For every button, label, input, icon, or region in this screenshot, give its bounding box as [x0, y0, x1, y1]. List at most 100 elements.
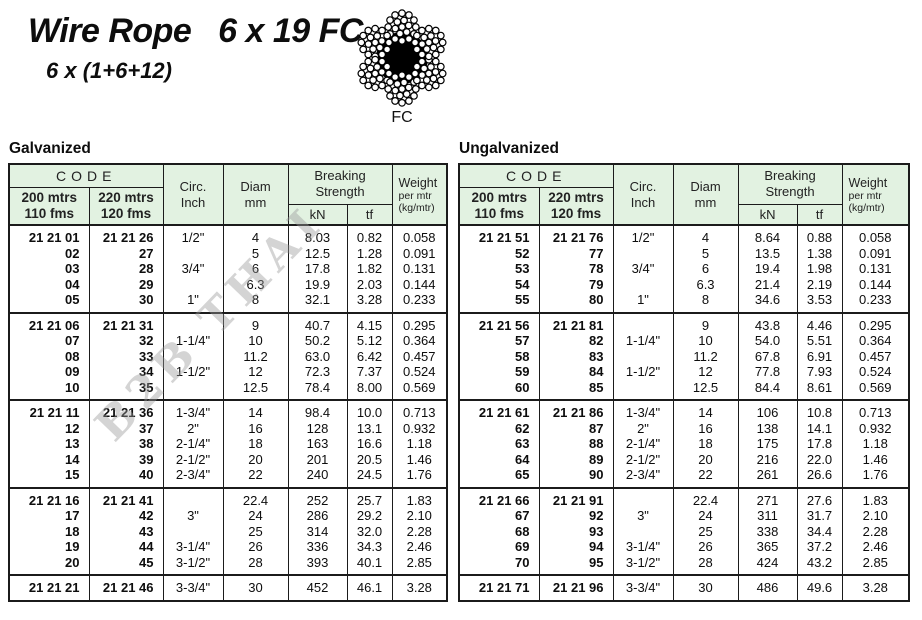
table-cell: 29.2 — [346, 508, 393, 524]
table-cell: 0.091 — [391, 245, 448, 261]
table-cell: 175 — [737, 436, 798, 452]
table-cell: 8 — [222, 292, 289, 313]
table-cell: 2" — [612, 420, 674, 436]
table-row: 19 44 3-1/4" 26 336 34.3 2.46 — [8, 539, 448, 555]
table-cell: 39 — [88, 451, 164, 467]
table-cell: 0.524 — [841, 364, 910, 380]
rope-cross-section-diagram: FC — [350, 8, 454, 127]
section-heading-ungalvanized: Ungalvanized — [459, 140, 559, 157]
table-cell: 10 — [672, 333, 739, 349]
table-cell: 21 21 51 — [458, 224, 539, 246]
table-cell: 1.46 — [391, 451, 448, 467]
table-cell: 0.524 — [391, 364, 448, 380]
table-cell: 70 — [458, 554, 539, 575]
table-cell: 40.1 — [346, 554, 393, 575]
table-cell: 14.1 — [796, 420, 843, 436]
section-heading-galvanized: Galvanized — [9, 140, 91, 157]
table-cell: 1.18 — [841, 436, 910, 452]
table-cell — [162, 276, 224, 292]
table-cell: 393 — [287, 554, 348, 575]
table-cell: 19.4 — [737, 261, 798, 277]
table-row: 18 43 25 314 32.0 2.28 — [8, 523, 448, 539]
table-row: 69 94 3-1/4" 26 365 37.2 2.46 — [458, 539, 910, 555]
table-cell: 45 — [88, 554, 164, 575]
table-row: 21 21 61 21 21 86 1-3/4" 14 106 10.8 0.713 — [458, 399, 910, 421]
table-cell: 21 21 66 — [458, 486, 539, 508]
table-cell: 18 — [8, 523, 89, 539]
table-cell: 22 — [222, 467, 289, 488]
table-cell: 27.6 — [796, 486, 843, 508]
table-cell: 28 — [672, 554, 739, 575]
table-cell — [612, 379, 674, 400]
ungalvanized-section: Ungalvanized CODE Circ. Inch Diam mm Bre… — [458, 140, 911, 602]
table-row: 09 34 1-1/2" 12 72.3 7.37 0.524 — [8, 364, 448, 380]
table-cell: 3.28 — [346, 292, 393, 313]
table-cell: 12 — [672, 364, 739, 380]
table-row: 13 38 2-1/4" 18 163 16.6 1.18 — [8, 436, 448, 452]
header-weight-unit: per mtr (kg/mtr) — [398, 189, 435, 214]
header-weight-label: Weight — [398, 175, 438, 190]
table-cell: 88 — [538, 436, 614, 452]
table-cell: 1-1/2" — [162, 364, 224, 380]
wire-rope-cross-section-icon — [357, 9, 447, 107]
table-cell: 2" — [162, 420, 224, 436]
table-row: 59 84 1-1/2" 12 77.8 7.93 0.524 — [458, 364, 910, 380]
table-row: 55 80 1" 8 34.6 3.53 0.233 — [458, 292, 910, 313]
table-cell: 65 — [458, 467, 539, 488]
header-weight-unit: per mtr (kg/mtr) — [848, 189, 885, 214]
table-cell: 85 — [538, 379, 614, 400]
table-cell: 21 21 06 — [8, 311, 89, 333]
table-cell: 22.0 — [796, 451, 843, 467]
table-cell: 21 21 86 — [538, 399, 614, 421]
table-cell: 05 — [8, 292, 89, 313]
table-cell: 21 21 81 — [538, 311, 614, 333]
table-cell: 0.82 — [346, 224, 393, 246]
table-cell: 37.2 — [796, 539, 843, 555]
table-cell: 46.1 — [346, 574, 393, 601]
table-cell: 3.28 — [841, 574, 910, 601]
table-cell: 12 — [8, 420, 89, 436]
table-cell: 1-1/2" — [612, 364, 674, 380]
table-cell: 93 — [538, 523, 614, 539]
table-cell: 21 21 31 — [88, 311, 164, 333]
table-cell: 2.19 — [796, 276, 843, 292]
table-cell: 2.85 — [391, 554, 448, 575]
table-cell: 28 — [88, 261, 164, 277]
table-cell: 1-1/4" — [612, 333, 674, 349]
table-cell: 1.18 — [391, 436, 448, 452]
table-cell — [612, 245, 674, 261]
table-cell: 20 — [672, 451, 739, 467]
table-row: 21 21 11 21 21 36 1-3/4" 14 98.4 10.0 0.713 — [8, 399, 448, 421]
table-row: 53 78 3/4" 6 19.4 1.98 0.131 — [458, 261, 910, 277]
table-cell: 68 — [458, 523, 539, 539]
table-cell: 2.10 — [841, 508, 910, 524]
table-cell: 1" — [612, 292, 674, 313]
table-cell: 3-1/2" — [162, 554, 224, 575]
table-cell: 2.10 — [391, 508, 448, 524]
table-cell: 09 — [8, 364, 89, 380]
table-cell: 57 — [458, 333, 539, 349]
table-cell: 34.4 — [796, 523, 843, 539]
table-cell: 7.37 — [346, 364, 393, 380]
table-cell: 20.5 — [346, 451, 393, 467]
table-cell: 0.569 — [391, 379, 448, 400]
table-cell: 2.85 — [841, 554, 910, 575]
table-cell: 33 — [88, 348, 164, 364]
table-cell: 16.6 — [346, 436, 393, 452]
table-cell: 02 — [8, 245, 89, 261]
table-cell: 20 — [8, 554, 89, 575]
table-cell: 163 — [287, 436, 348, 452]
table-cell: 2-1/2" — [162, 451, 224, 467]
table-cell: 3" — [612, 508, 674, 524]
table-cell: 22 — [672, 467, 739, 488]
table-cell: 27 — [88, 245, 164, 261]
header-breaking-strength: Breaking Strength — [737, 163, 843, 205]
table-cell: 4 — [672, 224, 739, 246]
table-row: 21 21 66 21 21 91 22.4 271 27.6 1.83 — [458, 486, 910, 508]
table-cell: 336 — [287, 539, 348, 555]
table-cell: 15 — [8, 467, 89, 488]
rope-strand — [384, 9, 420, 45]
table-row: 68 93 25 338 34.4 2.28 — [458, 523, 910, 539]
table-cell: 19 — [8, 539, 89, 555]
rope-strand — [411, 24, 447, 61]
